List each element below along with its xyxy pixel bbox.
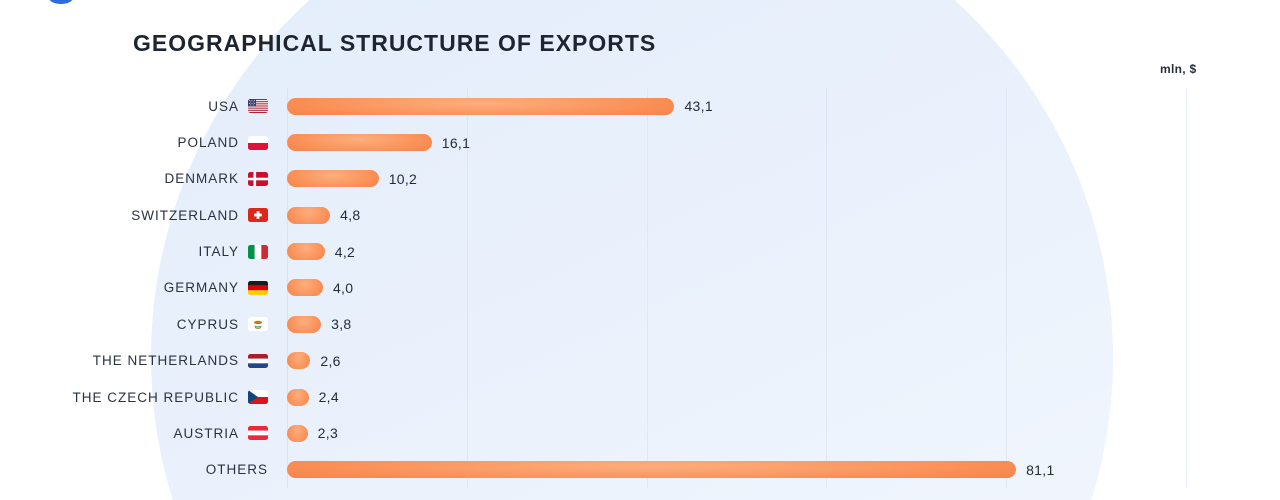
category-label: SWITZERLAND — [131, 207, 239, 223]
bar-track: 2,6 — [287, 352, 1186, 370]
bar — [287, 170, 379, 188]
logo-fragment-icon — [49, 0, 73, 4]
chart-row: ITALY 4,2 — [198, 233, 1186, 269]
category-label-cell: CYPRUS — [177, 317, 268, 332]
category-label: GERMANY — [163, 280, 239, 296]
chart-row: THE NETHERLANDS 2,6 — [93, 343, 1186, 379]
chart-row: USA 43,1 — [208, 88, 1186, 124]
chart-row: THE CZECH REPUBLIC 2,4 — [72, 379, 1186, 415]
bar-value-label: 81,1 — [1026, 461, 1055, 478]
chart-row: POLAND 16,1 — [177, 124, 1186, 160]
gridline — [466, 88, 468, 488]
bar-rows: USA 43,1 POLAND 16,1 DENMARK 10,2 SWITZERLAND 4… — [72, 88, 1186, 488]
category-label-cell: POLAND — [177, 135, 268, 150]
bar-track: 4,2 — [287, 243, 1186, 261]
bar-value-label: 4,8 — [340, 207, 361, 224]
category-label-cell: USA — [208, 99, 268, 114]
bar-value-label: 4,2 — [334, 243, 356, 260]
category-label-cell: GERMANY — [164, 280, 268, 295]
bar-track: 2,3 — [287, 424, 1186, 442]
bar — [287, 279, 323, 297]
category-label-cell: THE NETHERLANDS — [93, 353, 268, 368]
bar-track: 10,2 — [287, 170, 1186, 188]
category-label: CYPRUS — [176, 316, 239, 332]
bar-value-label: 16,1 — [441, 134, 471, 151]
dk-flag-icon — [248, 171, 268, 186]
bar-value-label: 2,3 — [317, 425, 339, 442]
gridline — [826, 88, 828, 488]
bar-value-label: 43,1 — [684, 98, 713, 115]
category-label-cell: DENMARK — [164, 171, 268, 186]
bar-value-label: 10,2 — [388, 170, 418, 187]
unit-label: mln, $ — [1160, 62, 1197, 76]
bar — [287, 243, 325, 261]
bar-track: 43,1 — [287, 97, 1186, 115]
bar-track: 3,8 — [287, 315, 1186, 333]
bar-track: 2,4 — [287, 388, 1186, 406]
chart-row: DENMARK 10,2 — [164, 161, 1186, 197]
chart-row: AUSTRIA 2,3 — [173, 415, 1186, 451]
bar — [287, 424, 308, 442]
bar-track: 4,0 — [287, 279, 1186, 297]
bar-value-label: 4,0 — [332, 279, 354, 296]
bar-value-label: 2,4 — [318, 389, 339, 406]
gridline — [646, 88, 648, 488]
bar-value-label: 2,6 — [320, 352, 341, 369]
category-label: DENMARK — [164, 171, 239, 187]
chart-row: CYPRUS 3,8 — [177, 306, 1186, 342]
bar — [287, 388, 309, 406]
bar-value-label: 3,8 — [331, 316, 352, 333]
bar — [287, 461, 1017, 479]
category-label: POLAND — [177, 135, 239, 151]
gridline — [1006, 88, 1008, 488]
category-label: THE NETHERLANDS — [92, 353, 239, 369]
bar-chart: USA 43,1 POLAND 16,1 DENMARK 10,2 SWITZERLAND 4… — [72, 88, 1187, 488]
bar — [287, 206, 331, 224]
bar — [287, 134, 432, 152]
bar — [287, 97, 675, 115]
de-flag-icon — [248, 280, 268, 295]
it-flag-icon — [248, 244, 268, 259]
chart-row: GERMANY 4,0 — [164, 270, 1186, 306]
category-label: THE CZECH REPUBLIC — [72, 389, 239, 405]
chart-row: SWITZERLAND 4,8 — [131, 197, 1186, 233]
us-flag-icon — [248, 99, 268, 114]
category-label-cell: OTHERS — [206, 462, 268, 477]
category-label: OTHERS — [205, 462, 268, 478]
cz-flag-icon — [248, 390, 268, 405]
category-label-cell: SWITZERLAND — [131, 208, 268, 223]
bar-track: 16,1 — [287, 134, 1186, 152]
category-label: AUSTRIA — [173, 425, 239, 441]
bar-track: 4,8 — [287, 206, 1186, 224]
bar — [287, 352, 311, 370]
at-flag-icon — [248, 426, 268, 441]
ch-flag-icon — [248, 208, 268, 223]
gridline — [1186, 88, 1187, 488]
bar-track: 81,1 — [287, 461, 1186, 479]
bar — [287, 315, 322, 333]
pl-flag-icon — [248, 135, 268, 150]
category-label-cell: AUSTRIA — [173, 426, 268, 441]
nl-flag-icon — [248, 353, 268, 368]
chart-row: OTHERS 81,1 — [206, 452, 1186, 488]
chart-title: GEOGRAPHICAL STRUCTURE OF EXPORTS — [133, 30, 657, 56]
category-label: ITALY — [198, 244, 239, 260]
category-label: USA — [208, 98, 239, 114]
category-label-cell: THE CZECH REPUBLIC — [72, 390, 268, 405]
category-label-cell: ITALY — [198, 244, 268, 259]
cy-flag-icon — [248, 317, 268, 332]
